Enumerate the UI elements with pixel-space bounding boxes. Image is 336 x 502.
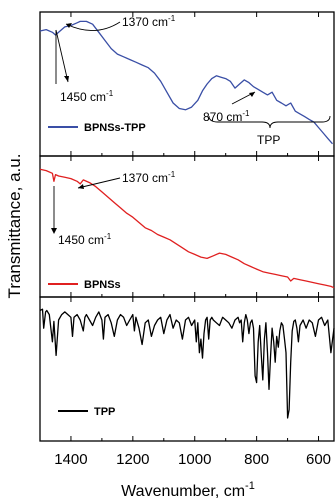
x-tick-label: 1000	[178, 451, 211, 468]
annotation-label: 1450 cm-1	[58, 232, 112, 247]
legend-bpnss-tpp: BPNSs-TPP	[48, 122, 146, 134]
panel-frame-bpnss-tpp	[39, 11, 335, 157]
annotation-1370-panel1: 1370 cm-1	[65, 14, 176, 31]
x-tick-label: 600	[306, 451, 331, 468]
series-line-bpnss	[39, 168, 335, 289]
annotation-1370-panel2: 1370 cm-1	[77, 170, 176, 189]
x-tick-label: 1200	[116, 451, 149, 468]
annotation-1450-panel2: 1450 cm-1	[51, 186, 112, 247]
arrow-head	[64, 76, 69, 82]
annotation-870-panel1: 870 cm-1	[203, 91, 256, 124]
x-axis-ticks: 1400 1200 1000 800 600	[39, 12, 331, 468]
annotation-label: TPP	[257, 133, 280, 147]
panel-frame-tpp	[39, 296, 335, 442]
arrow-line	[65, 21, 121, 31]
series-line-bpnss-tpp	[39, 20, 333, 145]
arrow-line	[55, 29, 69, 83]
arrow-head	[249, 92, 255, 97]
annotation-label: 1450 cm-1	[60, 89, 114, 104]
legend-tpp: TPP	[58, 406, 115, 418]
legend-bpnss: BPNSs	[48, 279, 121, 291]
annotation-tpp-bracket: TPP	[208, 115, 331, 147]
y-axis-title: Transmittance, a.u.	[5, 154, 24, 299]
legend-label: BPNSs	[84, 279, 121, 291]
series-line-tpp	[39, 308, 335, 419]
arrow-head	[51, 228, 57, 234]
arrow-line	[77, 177, 121, 189]
bracket	[208, 115, 331, 129]
panel-frame-bpnss	[39, 155, 335, 298]
annotation-label: 1370 cm-1	[122, 170, 176, 185]
annotation-label: 870 cm-1	[203, 109, 250, 124]
x-tick-label: 1400	[54, 451, 87, 468]
x-axis-title: Wavenumber, cm-1	[121, 480, 255, 500]
legend-label: BPNSs-TPP	[84, 122, 146, 134]
annotation-1450-panel1: 1450 cm-1	[55, 29, 114, 104]
arrow-head	[66, 23, 72, 28]
arrow-head	[78, 184, 84, 189]
x-tick-label: 800	[244, 451, 269, 468]
legend-label: TPP	[94, 406, 115, 418]
annotation-label: 1370 cm-1	[122, 14, 176, 29]
